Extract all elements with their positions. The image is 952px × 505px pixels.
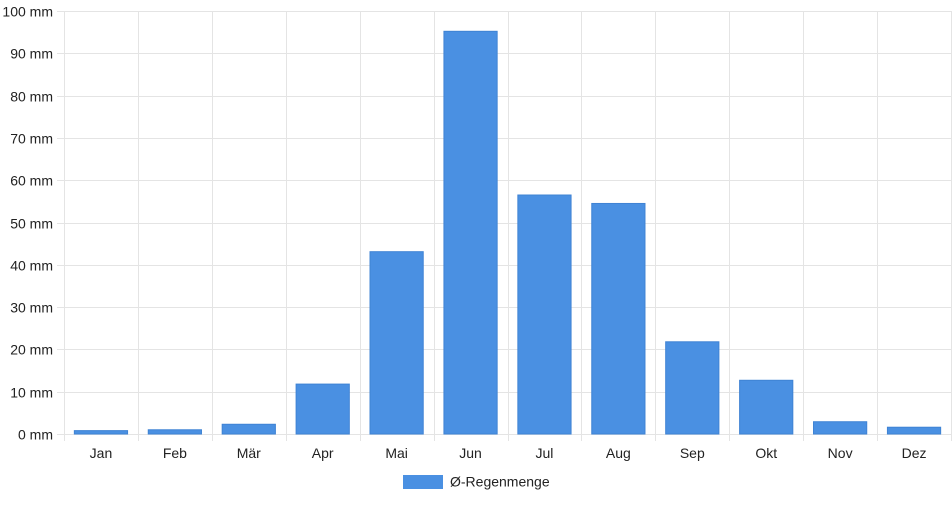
x-tick-label: Apr — [312, 445, 334, 461]
x-tick-label: Sep — [680, 445, 705, 461]
x-tick-label: Mai — [385, 445, 408, 461]
bar[interactable] — [295, 383, 350, 435]
x-tick-label: Mär — [237, 445, 261, 461]
bar[interactable] — [517, 194, 572, 435]
bar[interactable] — [665, 341, 720, 435]
grid-layer — [57, 11, 952, 441]
y-tick-label: 60 mm — [10, 173, 53, 189]
x-tick-label: Nov — [828, 445, 853, 461]
y-tick-label: 70 mm — [10, 131, 53, 147]
x-tick-label: Aug — [606, 445, 631, 461]
bar[interactable] — [591, 202, 646, 435]
y-tick-label: 50 mm — [10, 216, 53, 232]
bar[interactable] — [73, 430, 129, 435]
bar[interactable] — [221, 423, 276, 435]
y-tick-label: 30 mm — [10, 300, 53, 316]
bar[interactable] — [813, 421, 868, 435]
y-tick-label: 40 mm — [10, 258, 53, 274]
x-axis-ticks: Jan Feb Mär Apr Mai Jun Jul Aug Sep Okt Nov Dez — [90, 445, 927, 461]
y-tick-label: 80 mm — [10, 89, 53, 105]
y-axis-ticks: 0 mm 10 mm 20 mm 30 mm 40 mm 50 mm 60 mm 70 mm 8… — [2, 4, 53, 443]
legend-swatch[interactable] — [403, 475, 443, 489]
bar[interactable] — [443, 30, 498, 435]
x-tick-label: Feb — [163, 445, 187, 461]
x-tick-label: Okt — [755, 445, 777, 461]
x-tick-label: Dez — [902, 445, 927, 461]
bar[interactable] — [369, 251, 424, 435]
bar[interactable] — [739, 379, 794, 435]
bar-series — [73, 30, 942, 435]
legend-label[interactable]: Ø-Regenmenge — [450, 474, 550, 490]
bar[interactable] — [147, 429, 202, 435]
x-tick-label: Jul — [536, 445, 554, 461]
x-tick-label: Jan — [90, 445, 113, 461]
y-tick-label: 90 mm — [10, 46, 53, 62]
legend[interactable]: Ø-Regenmenge — [403, 474, 550, 490]
bar[interactable] — [886, 426, 942, 435]
y-tick-label: 100 mm — [2, 4, 53, 20]
x-tick-label: Jun — [459, 445, 482, 461]
y-tick-label: 20 mm — [10, 342, 53, 358]
y-tick-label: 10 mm — [10, 385, 53, 401]
y-tick-label: 0 mm — [18, 427, 53, 443]
